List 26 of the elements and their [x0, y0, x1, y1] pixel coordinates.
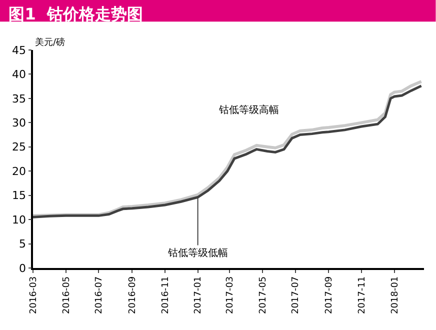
chart-title: 图1 钴价格走势图 — [8, 4, 143, 24]
y-tick-label: 30 — [12, 116, 26, 130]
y-tick-label: 45 — [12, 44, 26, 57]
y-tick-label: 25 — [12, 140, 26, 154]
x-tick-label: 2017-07 — [291, 276, 302, 314]
x-tick-label: 2017-03 — [226, 276, 236, 314]
x-tick-label: 2016-09 — [128, 276, 138, 314]
y-tick-label: 0 — [19, 262, 26, 275]
y-tick-label: 5 — [19, 238, 26, 251]
x-tick-label: 2017-05 — [258, 276, 268, 314]
x-tick-label: 2016-05 — [62, 276, 72, 314]
x-tick-label: 2017-09 — [324, 276, 335, 314]
x-tick-label: 2016-03 — [28, 276, 39, 314]
y-tick-label: 40 — [12, 68, 26, 82]
annotation: 钴低等级低幅 — [167, 247, 228, 259]
y-tick-label: 20 — [12, 164, 26, 178]
y-tick-label: 35 — [12, 92, 26, 106]
y-tick-label: 10 — [12, 213, 26, 226]
y-tick-label: 15 — [12, 189, 26, 202]
x-tick-label: 2018-01 — [390, 276, 400, 314]
annotation: 钴低等级高幅 — [218, 104, 279, 116]
x-tick-label: 2016-07 — [94, 276, 105, 314]
x-tick-label: 2017-01 — [194, 276, 204, 314]
x-tick-label: 2017-11 — [357, 276, 368, 314]
x-tick-label: 2016-11 — [160, 276, 171, 314]
y-axis-title: 美元/磅 — [35, 37, 66, 48]
